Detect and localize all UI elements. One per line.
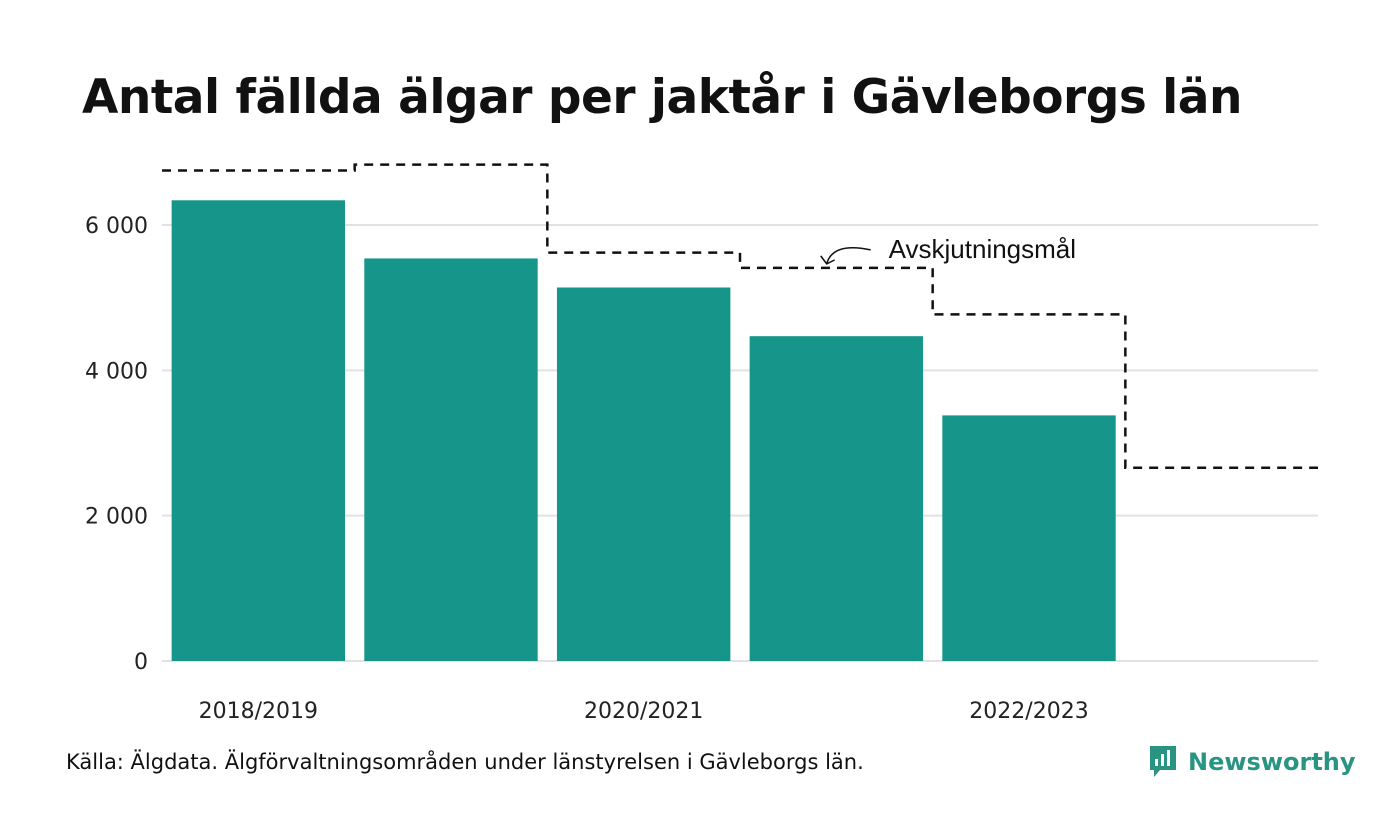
bar-2018-2019 [171, 200, 346, 661]
bar-chart: 0 2 000 4 000 6 000 2018/2019 2020/2021 2022/2… [85, 163, 1318, 724]
x-tick-label-2022-2023: 2022/2023 [969, 699, 1088, 724]
bar-2022-2023 [942, 415, 1116, 661]
y-tick-label-6000: 6 000 [85, 214, 148, 239]
bar-2021-2022 [749, 336, 924, 661]
newsworthy-logo-icon [1150, 746, 1176, 777]
x-tick-label-2020-2021: 2020/2021 [584, 699, 703, 724]
annotation-arrow [825, 246, 871, 265]
bar-2019-2020 [364, 258, 538, 661]
target-step-line [162, 163, 1318, 469]
y-tick-label-2000: 2 000 [85, 505, 148, 530]
y-tick-label-4000: 4 000 [85, 359, 148, 384]
annotation-arrowhead [820, 255, 836, 265]
bar-2020-2021 [556, 287, 731, 661]
newsworthy-logo-text: Newsworthy [1188, 748, 1356, 776]
y-tick-label-0: 0 [134, 650, 148, 675]
chart-title: Antal fällda älgar per jaktår i Gävlebor… [82, 70, 1242, 125]
x-tick-label-2018-2019: 2018/2019 [199, 699, 318, 724]
source-note: Källa: Älgdata. Älgförvaltningsområden u… [66, 750, 864, 774]
target-annotation-label: Avskjutningsmål [889, 234, 1076, 264]
newsworthy-logo: Newsworthy [1148, 744, 1356, 780]
